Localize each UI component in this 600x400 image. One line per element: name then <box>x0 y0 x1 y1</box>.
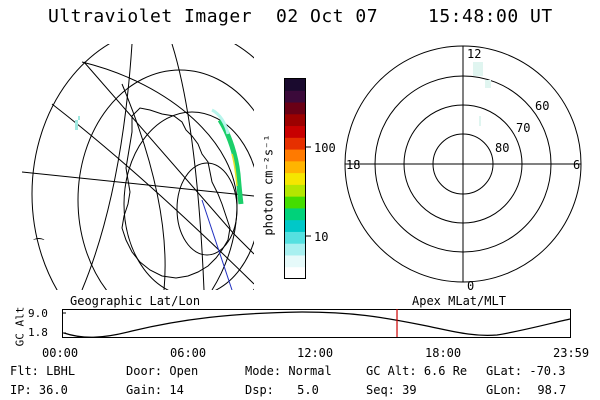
gain-value: 14 <box>169 383 184 397</box>
mlt-label-12: 12 <box>467 47 481 61</box>
colorbar-band <box>285 173 305 186</box>
colorbar-band <box>285 137 305 151</box>
timeline-y-top: 9.0 <box>28 307 48 320</box>
colorbar-band <box>285 79 305 92</box>
seq-value: 39 <box>402 383 417 397</box>
polar-speck <box>473 62 491 126</box>
glon-value: 98.7 <box>537 383 567 397</box>
door-info: Door: Open <box>126 364 198 378</box>
ip-info: IP: 36.0 <box>10 383 68 397</box>
map-speck <box>75 116 80 130</box>
colorbar-band <box>285 114 305 127</box>
glon-label: GLon: <box>486 383 523 397</box>
meridian <box>83 61 254 255</box>
mode-value: Normal <box>288 364 332 378</box>
colorbar-band <box>285 208 305 221</box>
colorbar-band <box>285 149 305 162</box>
timeline-tick-1200: 12:00 <box>297 346 334 360</box>
meridian <box>22 171 254 197</box>
colorbar-band <box>285 126 305 139</box>
seq-label: Seq: <box>366 383 395 397</box>
altitude-timeline <box>62 309 571 338</box>
colorbar-band <box>285 102 305 115</box>
mode-label: Mode: <box>245 364 282 378</box>
mlt-label-18: 18 <box>346 158 360 172</box>
altitude-curve <box>63 311 571 338</box>
glat-info: GLat: -70.3 <box>486 364 565 378</box>
polar-plot: 12 18 6 0 60 70 80 <box>344 45 582 293</box>
colorbar-unit-label: photon cm⁻²s⁻¹ <box>261 134 276 236</box>
gcalt-info: GC Alt: 6.6 Re <box>366 364 467 378</box>
timeline-y-bottom: 1.8 <box>28 326 48 339</box>
gain-info: Gain: 14 <box>126 383 184 397</box>
colorbar-band <box>285 255 305 268</box>
lat-ring <box>31 44 254 290</box>
timeline-axis-label: GC Alt <box>13 306 27 347</box>
colorbar-unit-wrap: photon cm⁻²s⁻¹ <box>258 133 288 243</box>
glat-label: GLat: <box>486 364 523 378</box>
meridian <box>121 83 166 290</box>
glon-info: GLon: 98.7 <box>486 383 566 397</box>
colorbar-band <box>285 243 305 256</box>
dsp-value: 5.0 <box>297 383 319 397</box>
filter-label: Flt: <box>10 364 39 378</box>
filter-info: Flt: LBHL <box>10 364 75 378</box>
mlt-label-6: 6 <box>573 158 580 172</box>
colorbar-band <box>285 267 305 280</box>
glat-value: -70.3 <box>529 364 566 378</box>
date-label: 02 Oct 07 <box>276 6 379 27</box>
dsp-info: Dsp: 5.0 <box>245 383 319 397</box>
mode-info: Mode: Normal <box>245 364 332 378</box>
gcalt-label: GC Alt: <box>366 364 417 378</box>
seq-info: Seq: 39 <box>366 383 417 397</box>
timeline-tick-0600: 06:00 <box>170 346 207 360</box>
mlat-label-80: 80 <box>495 141 509 155</box>
gcalt-value: 6.6 Re <box>423 364 468 378</box>
gain-label: Gain: <box>126 383 163 397</box>
colorbar-tick-100: 100 <box>314 141 336 155</box>
blue-meridian <box>201 199 233 290</box>
right-panel-caption: Apex MLat/MLT <box>412 294 506 308</box>
instrument-title: Ultraviolet Imager <box>48 6 253 27</box>
lat-ring <box>77 69 254 290</box>
auroral-oval-yellow <box>231 153 238 187</box>
colorbar-band <box>285 220 305 233</box>
auroral-oval <box>217 118 244 205</box>
meridian <box>171 44 205 290</box>
colorbar-band <box>285 184 305 198</box>
ip-value: 36.0 <box>38 383 68 397</box>
mlt-label-0: 0 <box>467 279 474 293</box>
geographic-map: ⁀ <box>22 44 254 290</box>
mlat-label-60: 60 <box>535 99 549 113</box>
auroral-oval-glow <box>211 108 230 135</box>
door-label: Door: <box>126 364 163 378</box>
colorbar-ticks <box>306 146 311 237</box>
door-value: Open <box>169 364 199 378</box>
map-note: ⁀ <box>33 238 45 252</box>
time-label: 15:48:00 UT <box>428 6 553 27</box>
timeline-axis-label-wrap: GC Alt <box>10 306 27 347</box>
left-panel-caption: Geographic Lat/Lon <box>70 294 201 308</box>
mlat-label-70: 70 <box>516 121 530 135</box>
colorbar-band <box>285 196 305 209</box>
coastline <box>121 107 231 279</box>
colorbar-band <box>285 231 305 245</box>
lat-ring <box>123 111 254 290</box>
timeline-tick-0000: 00:00 <box>42 346 79 360</box>
earth-limb <box>81 61 238 290</box>
colorbar-tick-10: 10 <box>314 230 329 244</box>
colorbar <box>284 78 306 280</box>
filter-value: LBHL <box>46 364 76 378</box>
colorbar-band <box>285 90 305 104</box>
timeline-tick-2359: 23:59 <box>553 346 590 360</box>
colorbar-band <box>285 161 305 174</box>
timeline-tick-1800: 18:00 <box>425 346 462 360</box>
dsp-label: Dsp: <box>245 383 274 397</box>
meridian <box>81 44 133 290</box>
lat-ring <box>176 162 238 256</box>
ip-label: IP: <box>10 383 32 397</box>
